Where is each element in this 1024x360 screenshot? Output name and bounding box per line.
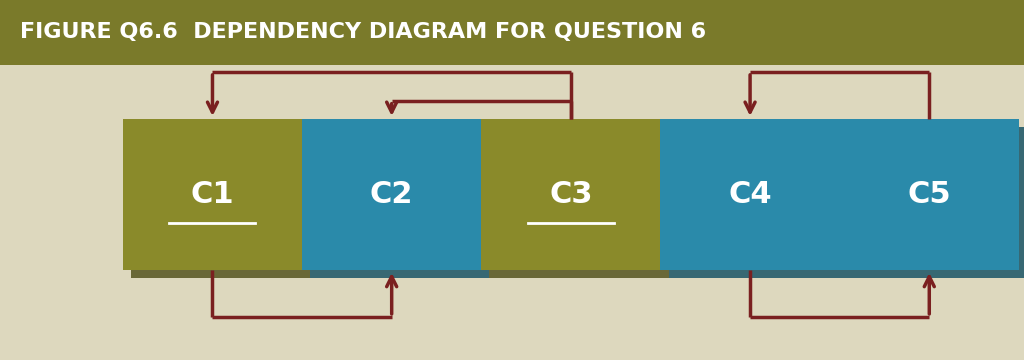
FancyBboxPatch shape xyxy=(489,127,669,278)
FancyBboxPatch shape xyxy=(302,119,481,270)
FancyBboxPatch shape xyxy=(481,119,660,270)
Text: C4: C4 xyxy=(728,180,772,209)
FancyBboxPatch shape xyxy=(310,127,489,278)
FancyBboxPatch shape xyxy=(840,119,1019,270)
Text: FIGURE Q6.6  DEPENDENCY DIAGRAM FOR QUESTION 6: FIGURE Q6.6 DEPENDENCY DIAGRAM FOR QUEST… xyxy=(20,22,707,42)
FancyBboxPatch shape xyxy=(660,119,840,270)
Text: C1: C1 xyxy=(190,180,234,209)
FancyBboxPatch shape xyxy=(0,0,1024,65)
Text: C2: C2 xyxy=(370,180,414,209)
FancyBboxPatch shape xyxy=(123,119,302,270)
Text: C3: C3 xyxy=(549,180,593,209)
FancyBboxPatch shape xyxy=(669,127,848,278)
FancyBboxPatch shape xyxy=(848,127,1024,278)
Text: C5: C5 xyxy=(907,180,951,209)
FancyBboxPatch shape xyxy=(131,127,310,278)
